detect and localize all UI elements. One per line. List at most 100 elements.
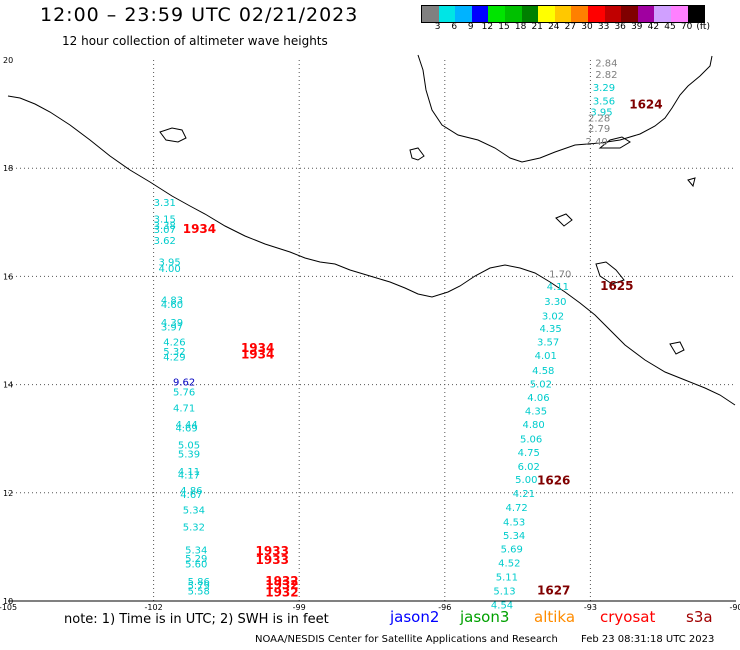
island-cluster-6	[687, 177, 696, 188]
lat-lon-grid	[8, 60, 736, 602]
wave-height-value: 4.69	[175, 424, 197, 435]
gulf-of-mexico-coastline	[417, 54, 713, 163]
lat-tick-label: 16	[3, 272, 13, 281]
wave-height-value: 4.75	[518, 448, 540, 459]
satellite-legend-jason2: jason2	[390, 608, 440, 626]
chart-title: 12:00 – 23:59 UTC 02/21/2023	[40, 4, 359, 26]
colorbar-swatch	[670, 6, 688, 22]
wave-height-value: 1.70	[549, 269, 571, 280]
colorbar-label: 42	[647, 22, 660, 32]
wave-height-value: 3.31	[154, 198, 176, 209]
wave-height-value: 5.32	[183, 523, 205, 534]
wave-height-value: 3.07	[154, 225, 176, 236]
wave-height-value: 4.72	[505, 503, 527, 514]
wave-height-value: 3.97	[161, 323, 183, 334]
wave-height-value: 4.11	[178, 467, 200, 478]
wave-height-value: 4.11	[547, 282, 569, 293]
wave-height-value: 2.28	[588, 114, 610, 125]
lat-tick-label: 18	[3, 164, 13, 173]
wave-height-value: 3.02	[542, 312, 564, 323]
wave-height-value: 4.44	[175, 420, 197, 431]
wave-height-value: 5.05	[178, 440, 200, 451]
wave-height-value: 5.39	[178, 450, 200, 461]
satellite-legend-altika: altika	[534, 608, 576, 626]
colorbar-swatch	[504, 6, 522, 22]
satellite-legend-jason3: jason3	[460, 608, 510, 626]
lon-tick-label: -96	[438, 603, 451, 612]
credit-date: Feb 23 08:31:18 UTC 2023	[581, 634, 715, 645]
wave-height-value: 5.13	[493, 587, 515, 598]
colorbar-swatch	[587, 6, 605, 22]
wave-height-value: 6.02	[518, 462, 540, 473]
wave-height-value: 4.39	[161, 318, 183, 329]
axis-labels: -105 -102 -99 -96 -93 -90 20 18 16 14 12 10	[0, 56, 740, 612]
wave-height-value: 5.06	[520, 434, 542, 445]
colorbar-label: 15	[498, 22, 510, 32]
wave-height-value: 3.95	[590, 108, 612, 119]
colorbar-label: 9	[467, 22, 474, 32]
wave-height-value: 5.34	[185, 545, 207, 556]
colorbar-swatch	[621, 6, 638, 22]
colorbar-label: 18	[514, 22, 527, 32]
wave-height-value: 5.34	[503, 531, 525, 542]
colorbar-label: (ft)	[696, 22, 710, 32]
colorbar-swatch	[554, 6, 572, 22]
wave-height-value: 5.69	[501, 544, 523, 555]
island-cluster-4	[595, 261, 625, 285]
wave-height-value: 4.35	[539, 324, 561, 335]
wave-height-value: 4.86	[180, 486, 202, 497]
lon-tick-label: -105	[0, 603, 17, 612]
wave-height-value: 5.60	[185, 559, 207, 570]
wave-height-value: 4.83	[161, 295, 183, 306]
colorbar-label: 12	[481, 22, 494, 32]
wave-height-value: 3.57	[537, 338, 559, 349]
colorbar-label: 39	[631, 22, 643, 32]
wave-height-value: 3.38	[154, 221, 176, 232]
wave-height-value: 5.34	[183, 505, 205, 516]
wave-height-value: 5.11	[496, 572, 518, 583]
wave-height-value: 5.29	[185, 554, 207, 565]
colorbar-label: 33	[597, 22, 610, 32]
colorbar-swatch	[455, 6, 472, 22]
wave-height-value: 3.15	[154, 214, 176, 225]
wave-height-value: 4.53	[503, 517, 525, 528]
wave-height-value: 2.82	[595, 70, 617, 81]
colorbar-swatch	[604, 6, 622, 22]
colorbar-swatch	[687, 6, 705, 22]
wave-height-value: 4.71	[173, 404, 195, 415]
wave-height-value: 4.06	[527, 393, 549, 404]
satellite-legend-s3a: s3a	[686, 608, 713, 626]
wave-height-value: 5.02	[530, 379, 552, 390]
track-time-label: 1626	[537, 474, 570, 488]
wave-height-value: 5.00	[515, 475, 537, 486]
wave-height-value: 5.32	[163, 347, 185, 358]
wave-height-value: 3.62	[154, 236, 176, 247]
wave-height-value: 4.01	[535, 351, 557, 362]
island-cluster-3	[555, 213, 573, 227]
wave-height-value: 5.86	[188, 577, 210, 588]
wave-height-value: 2.84	[595, 58, 617, 69]
colorbar-swatch	[471, 6, 489, 22]
wave-height-value: 4.26	[163, 338, 185, 349]
colorbar-swatch	[422, 6, 439, 22]
colorbar-label: 36	[614, 22, 626, 32]
colorbar-swatch	[571, 6, 588, 22]
wave-height-value: 4.54	[491, 601, 513, 612]
wave-height-value: 4.00	[158, 264, 180, 275]
track-time-label: 1932	[265, 586, 298, 600]
wave-height-value: 4.35	[525, 406, 547, 417]
lat-tick-label: 14	[3, 381, 13, 390]
wave-height-value: 5.58	[188, 587, 210, 598]
colorbar-swatch	[488, 6, 505, 22]
altimeter-tracks: 3.313.153.383.073.623.954.004.834.604.39…	[154, 58, 663, 611]
wave-height-value: 9.62	[173, 378, 195, 389]
wave-height-value: 4.52	[498, 558, 520, 569]
track-time-label: 1933	[256, 553, 289, 567]
wave-height-value: 4.29	[163, 352, 185, 363]
track-time-label: 1625	[600, 279, 633, 293]
colorbar-label: 3	[434, 22, 441, 32]
lat-tick-label: 12	[3, 489, 13, 498]
wave-height-value: 4.80	[522, 420, 544, 431]
island-cluster-1	[159, 127, 187, 143]
colorbar-labels: 3 6 9 12 15 18 21 24 27 30 33 36 39 42 45 70 (ft)	[421, 22, 740, 34]
